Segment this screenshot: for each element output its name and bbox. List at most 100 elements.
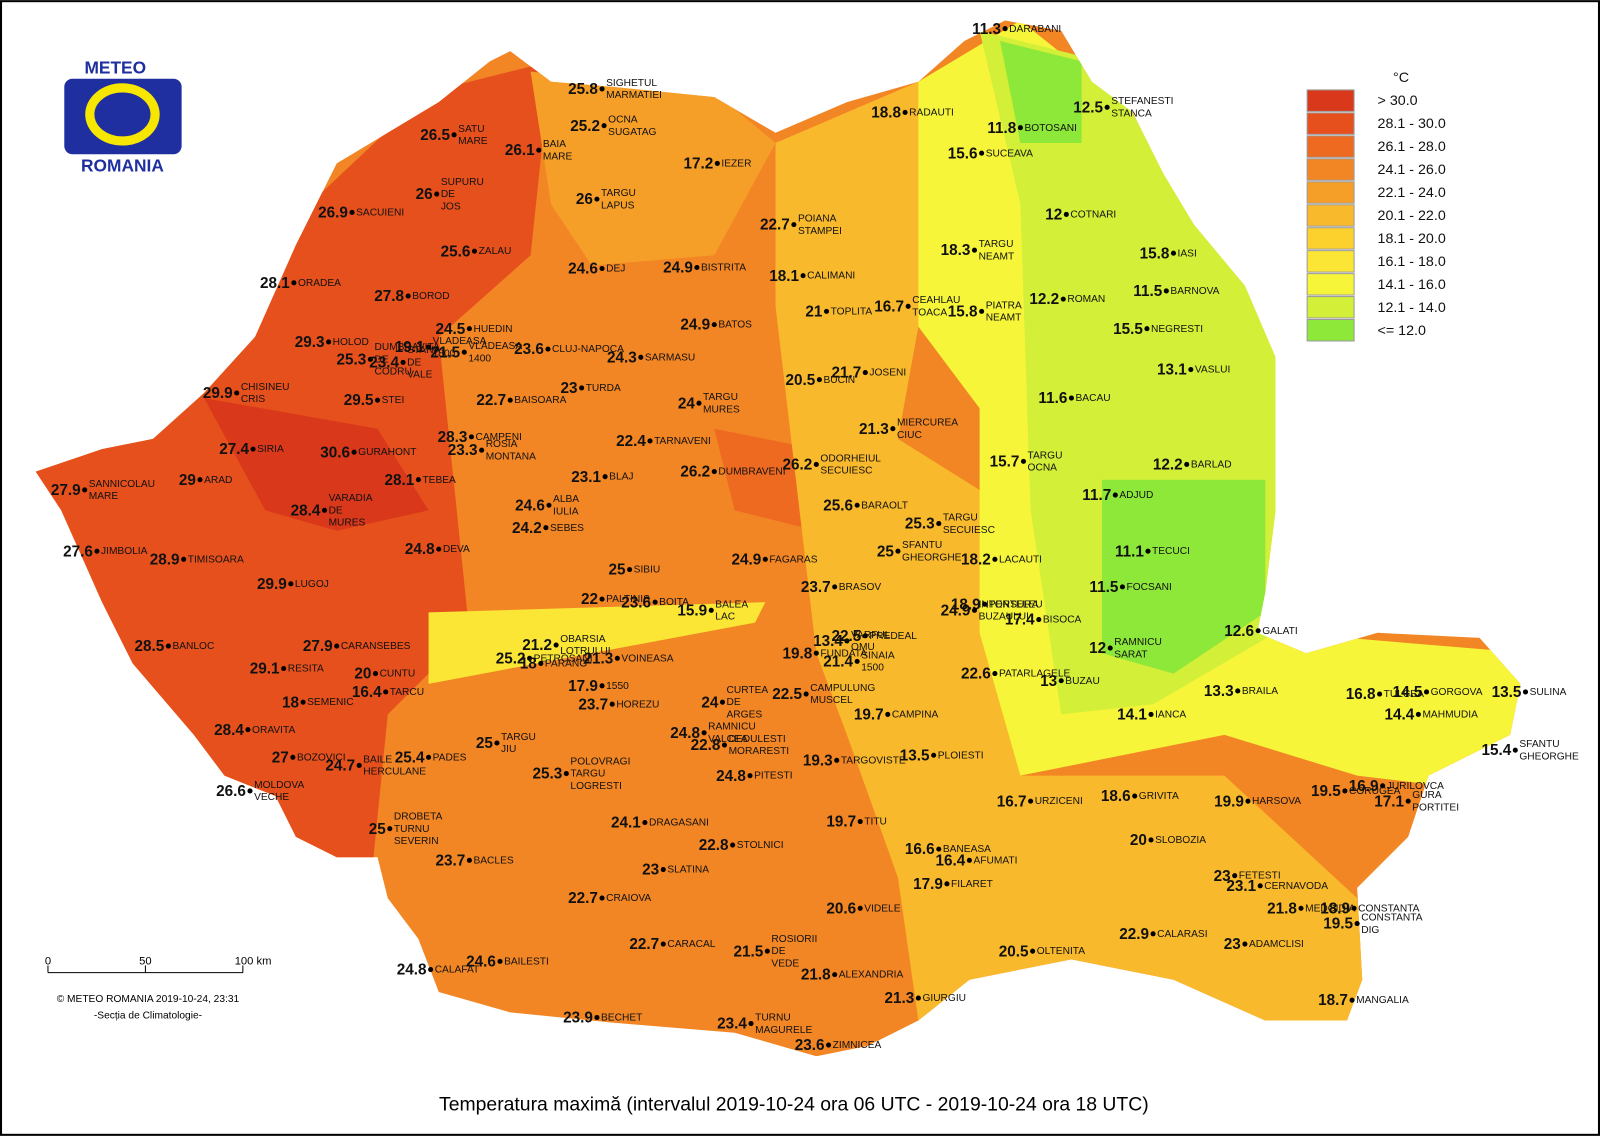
- station-name: PALTINIS: [606, 594, 650, 605]
- station-name: HUEDIN: [473, 324, 512, 335]
- station-value: 21.4: [823, 653, 853, 670]
- station-name: PETROSANI: [534, 653, 593, 664]
- station-name: MUSCEL: [810, 695, 853, 706]
- station-value: 21: [805, 303, 823, 320]
- station-name: SEMENIC: [307, 697, 353, 708]
- station-name: TARGOVISTE: [841, 755, 906, 766]
- station-dot: [1144, 326, 1150, 332]
- station-dot: [1405, 798, 1411, 804]
- station-dot: [609, 701, 615, 707]
- station-dot: [1148, 711, 1154, 717]
- station-name: TARGU: [601, 188, 636, 199]
- station-name: 1400: [468, 353, 491, 364]
- station-dot: [854, 502, 860, 508]
- station-name: CERNAVODA: [1264, 881, 1328, 892]
- station-dot: [1145, 548, 1151, 554]
- station-dot: [599, 265, 605, 272]
- station-name: SINAIA: [861, 650, 895, 661]
- station-name: DUMBRAVENI: [718, 467, 785, 478]
- station-name: GURA: [1412, 790, 1442, 801]
- station-name: VECHE: [254, 792, 289, 803]
- legend-swatch: [1306, 135, 1355, 158]
- station-value: 24.9: [731, 551, 761, 568]
- station-name: NEAMT: [979, 251, 1015, 262]
- station-name: VARFUL: [851, 630, 891, 641]
- station-value: 28.5: [135, 638, 165, 655]
- station-dot: [181, 556, 187, 562]
- station-name: SEBES: [550, 523, 584, 534]
- credit: -Secția de Climatologie-: [94, 1011, 202, 1022]
- station-dot: [1245, 798, 1251, 804]
- station-dot: [762, 556, 768, 562]
- station-name: STOLNICI: [737, 840, 784, 851]
- station-value: 20.5: [999, 943, 1029, 960]
- station-name: DIG: [1361, 925, 1379, 936]
- station-value: 18: [520, 656, 538, 673]
- station-dot: [300, 699, 306, 705]
- station-value: 25.3: [532, 766, 562, 783]
- station-name: RAMNICU: [1114, 637, 1162, 648]
- station-value: 23: [642, 862, 659, 879]
- station-name: TOACA: [912, 307, 947, 318]
- station-value: 17.1: [1374, 793, 1404, 810]
- station-name: TEBEA: [422, 475, 456, 486]
- station-value: 18.9: [1320, 900, 1350, 917]
- station-name: DARABANI: [1009, 24, 1061, 35]
- station-value: 29.1: [250, 661, 280, 678]
- station-value: 13.1: [1157, 362, 1187, 379]
- station-name: JOS: [441, 201, 461, 212]
- station-value: 15.5: [1113, 321, 1143, 338]
- station-dot: [1257, 883, 1263, 889]
- station-value: 16.6: [905, 841, 935, 858]
- station-dot: [895, 548, 901, 554]
- station-value: 27.4: [219, 441, 249, 458]
- station-name: BALEA: [715, 599, 748, 610]
- station-dot: [647, 438, 653, 444]
- station-dot: [602, 474, 608, 480]
- station-value: 14.4: [1385, 707, 1415, 724]
- station-dot: [979, 308, 985, 314]
- station-dot: [479, 447, 485, 453]
- station-name: SECUIESC: [943, 525, 995, 536]
- station-dot: [800, 273, 806, 279]
- station-dot: [291, 280, 297, 286]
- station-value: 11.7: [1082, 487, 1111, 504]
- station-name: FOCSANI: [1127, 582, 1172, 593]
- legend-label: 16.1 - 18.0: [1378, 254, 1446, 270]
- station-name: JIMBOLIA: [101, 546, 148, 557]
- station-name: MAHMUDIA: [1422, 709, 1478, 720]
- station-dot: [1255, 628, 1261, 634]
- station-dot: [1242, 941, 1248, 947]
- station-dot: [426, 754, 432, 760]
- station-name: JIU: [501, 744, 516, 755]
- station-name: MONTANA: [486, 451, 536, 462]
- station-value: 16.4: [352, 684, 382, 701]
- station-value: 29.9: [257, 576, 287, 593]
- station-value: 28.1: [260, 275, 290, 292]
- station-dot: [290, 754, 296, 760]
- station-value: 28.3: [438, 429, 468, 446]
- station-value: 15.9: [677, 602, 707, 619]
- station-value: 21.3: [859, 421, 889, 438]
- station-name: TURNU: [394, 824, 430, 835]
- station-name: LACAUTI: [999, 554, 1042, 565]
- station-name: TURNU: [755, 1013, 791, 1024]
- station-name: PADES: [433, 752, 467, 763]
- station-name: BUZAULUI: [979, 612, 1029, 623]
- station-name: BOITA: [659, 597, 689, 608]
- station-dot: [594, 196, 600, 202]
- station-value: 23.1: [1226, 878, 1256, 895]
- station-name: MARE: [89, 491, 119, 502]
- station-dot: [436, 546, 442, 552]
- station-name: LAPUS: [601, 200, 635, 211]
- station-name: SANNICOLAU: [89, 479, 155, 490]
- station-value: 27.6: [63, 543, 93, 560]
- station-value: 21.5: [430, 344, 460, 361]
- station-name: ROSIA: [486, 439, 518, 450]
- station-value: 16.4: [936, 852, 966, 869]
- station-value: 25.6: [441, 243, 471, 260]
- station-name: PREDEAL: [869, 631, 917, 642]
- station-value: 27: [272, 749, 289, 766]
- station-dot: [944, 881, 950, 887]
